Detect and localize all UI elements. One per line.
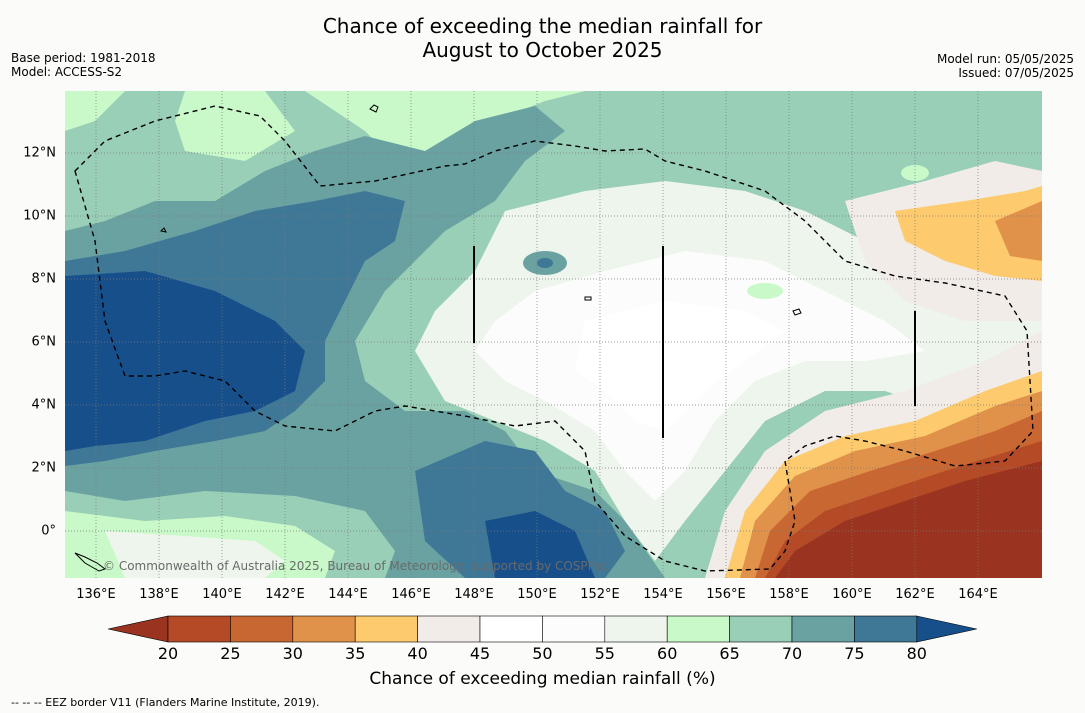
colorbar-extend-low: [107, 615, 169, 643]
x-tick-label: 156°E: [706, 587, 746, 602]
colorbar-bin: [292, 615, 356, 643]
colorbar-bin: [854, 615, 918, 643]
region-30-35-ne: [995, 201, 1042, 261]
colorbar-title: Chance of exceeding median rainfall (%): [369, 669, 716, 689]
x-tick-label: 154°E: [643, 587, 683, 602]
region-60-65-nw: [65, 91, 125, 131]
colorbar-bin: [604, 615, 668, 643]
colorbar-bin: [479, 615, 543, 643]
colorbar-tick-label: 70: [781, 644, 803, 663]
rainfall-map: [65, 91, 1042, 578]
y-tick-label: 10°N: [23, 208, 56, 224]
region-45-50: [575, 301, 785, 431]
y-tick-label: 0°: [41, 523, 56, 539]
x-tick-label: 144°E: [328, 587, 368, 602]
colorbar-tick-label: 35: [345, 644, 366, 663]
x-tick-label: 146°E: [391, 587, 431, 602]
model-name: Model: ACCESS-S2: [11, 65, 123, 79]
colorbar-bin: [542, 615, 606, 643]
x-tick-label: 160°E: [832, 587, 872, 602]
title-line-2: August to October 2025: [422, 38, 663, 62]
colorbar-tick-label: 65: [719, 644, 740, 663]
islands: [74, 104, 802, 572]
title-line-1: Chance of exceeding the median rainfall …: [322, 14, 763, 38]
colorbar-bin: [167, 615, 231, 643]
colorbar-tick-label: 60: [657, 644, 678, 663]
base-period: Base period: 1981-2018: [11, 51, 156, 65]
x-tick-label: 138°E: [139, 587, 179, 602]
contour-patch-core: [537, 258, 553, 268]
meta-left: Base period: 1981-2018 Model: ACCESS-S2: [11, 51, 156, 79]
copyright-notice: © Commonwealth of Australia 2025, Bureau…: [103, 559, 609, 573]
colorbar-tick-label: 40: [407, 644, 428, 663]
y-tick-label: 12°N: [23, 145, 56, 161]
meta-right: Model run: 05/05/2025 Issued: 07/05/2025: [937, 52, 1074, 80]
y-tick-label: 2°N: [31, 460, 57, 476]
x-tick-label: 164°E: [958, 587, 998, 602]
model-run: Model run: 05/05/2025: [936, 52, 1074, 66]
eez-border: [74, 105, 1034, 572]
colorbar-extend-high: [916, 615, 977, 643]
region-under-20-se: [775, 461, 1042, 578]
x-tick-label: 140°E: [202, 587, 242, 602]
map-title: Chance of exceeding the median rainfall …: [0, 14, 1085, 62]
colorbar-tick-label: 55: [594, 644, 615, 663]
map-canvas: [65, 91, 1042, 578]
colorbar-tick-label: 75: [844, 644, 865, 663]
colorbar-bin: [729, 615, 793, 643]
colorbar-tick-label: 20: [157, 644, 179, 663]
colorbar-bin: [666, 615, 730, 643]
colorbar-tick-label: 50: [532, 644, 553, 663]
region-over-80: [65, 271, 305, 451]
colorbar-tick-label: 45: [469, 644, 491, 663]
x-tick-label: 162°E: [895, 587, 935, 602]
x-tick-label: 152°E: [580, 587, 620, 602]
footnote-eez: -- -- -- EEZ border V11 (Flanders Marine…: [11, 696, 320, 709]
region-55-60-sw: [105, 531, 285, 578]
y-tick-label: 6°N: [31, 334, 57, 350]
colorbar: [107, 615, 977, 643]
issued-date: Issued: 07/05/2025: [958, 66, 1074, 80]
x-tick-label: 142°E: [265, 587, 305, 602]
region-35-40-ne: [895, 186, 1042, 281]
y-tick-label: 4°N: [31, 397, 57, 413]
colorbar-tick-label: 80: [906, 644, 927, 663]
colorbar-bin: [354, 615, 418, 643]
x-tick-label: 150°E: [517, 587, 557, 602]
colorbar-bin: [230, 615, 294, 643]
colorbar-tick-label: 30: [282, 644, 303, 663]
colorbar-bin: [417, 615, 481, 643]
contour-patch-2: [747, 283, 783, 299]
region-over-80-south: [485, 511, 595, 578]
x-tick-label: 136°E: [76, 587, 116, 602]
colorbar-tick-label: 25: [220, 644, 241, 663]
colorbar-bin: [791, 615, 855, 643]
x-tick-label: 158°E: [769, 587, 809, 602]
gridlines: [65, 91, 1042, 578]
y-tick-label: 8°N: [31, 271, 57, 287]
x-tick-label: 148°E: [454, 587, 494, 602]
